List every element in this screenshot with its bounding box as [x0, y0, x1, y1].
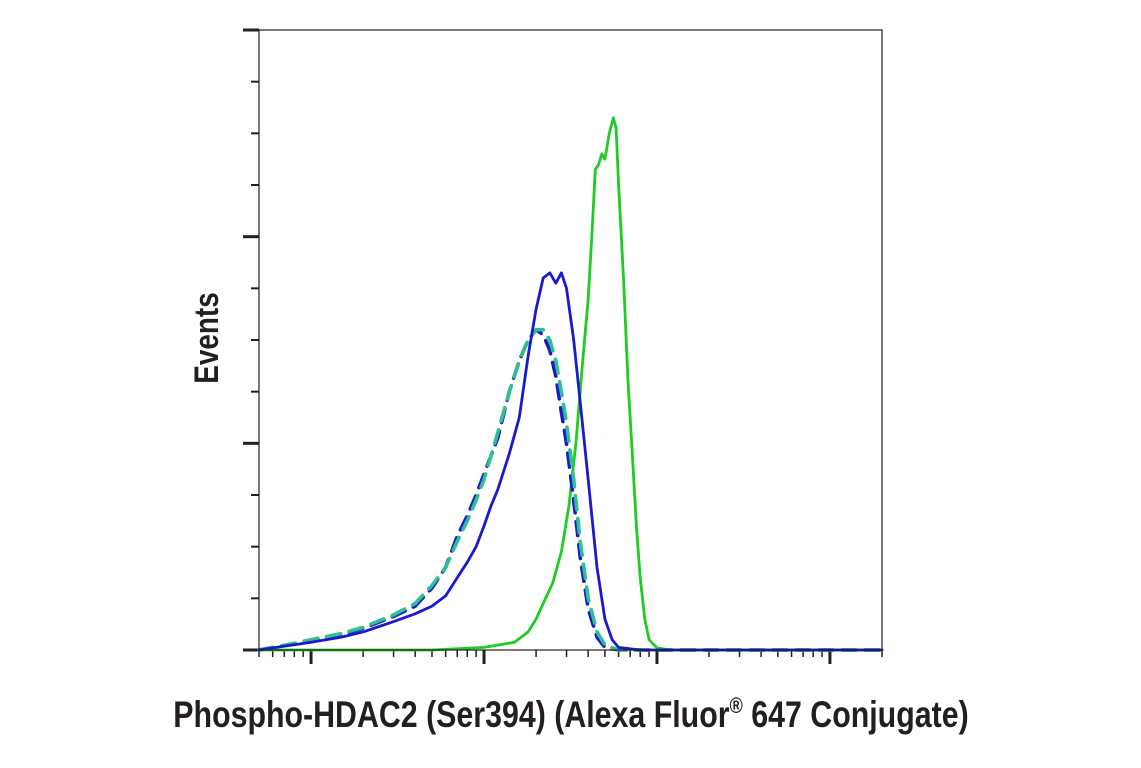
x-axis-label-superscript: ® — [730, 694, 743, 718]
x-axis-label-suffix: 647 Conjugate) — [743, 694, 969, 736]
series-line-0 — [257, 271, 884, 652]
x-axis-label-main: Phospho-HDAC2 (Ser394) (Alexa Fluor — [173, 694, 729, 736]
x-axis-ticks — [258, 650, 883, 664]
series-layer — [257, 116, 884, 652]
series-line-2 — [257, 327, 884, 652]
plot-frame — [258, 29, 883, 651]
y-axis-label: Events — [187, 292, 225, 383]
x-axis-label: Phospho-HDAC2 (Ser394) (Alexa Fluor® 647… — [173, 694, 968, 736]
y-axis-ticks — [243, 28, 259, 652]
series-line-3 — [257, 116, 884, 652]
